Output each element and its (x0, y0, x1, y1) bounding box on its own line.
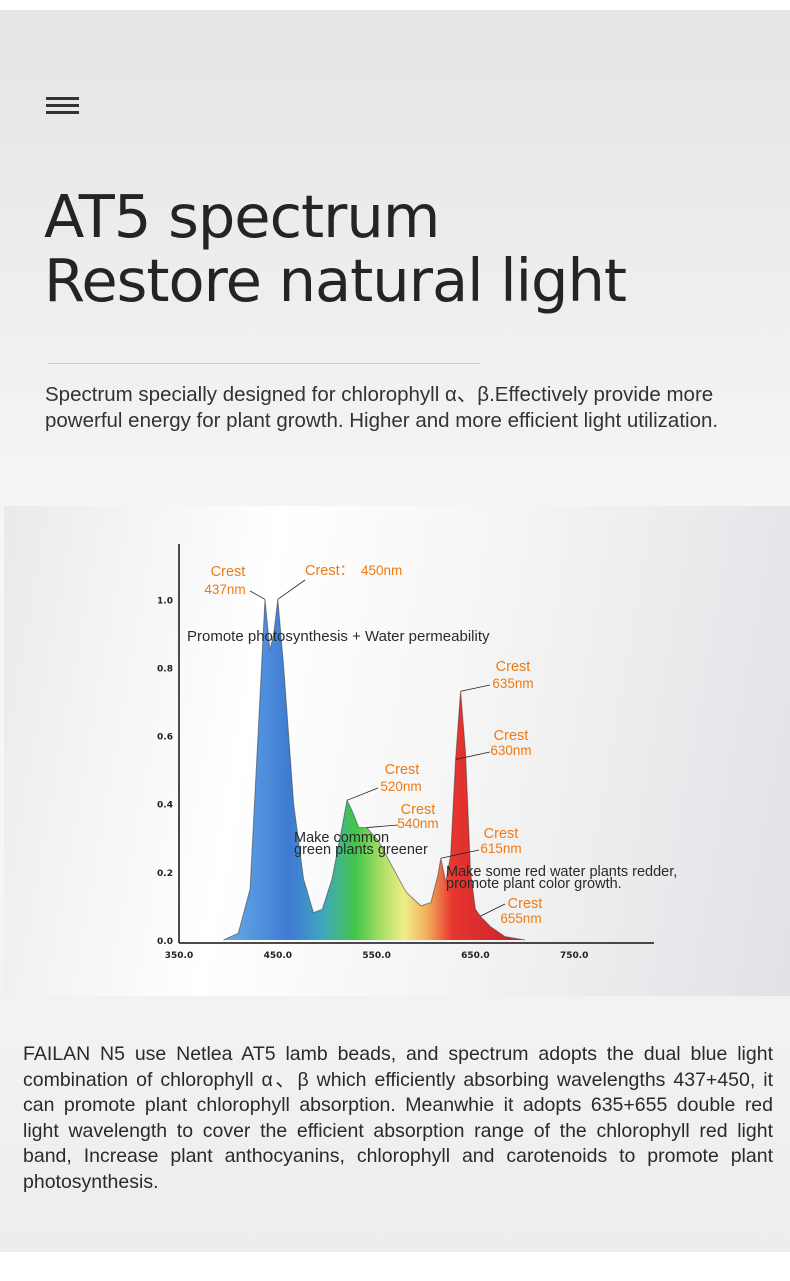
crest-value: 520nm (380, 779, 421, 794)
crest-label: Crest (385, 762, 420, 778)
spectrum-chart-panel: 0.0 0.2 0.4 0.6 0.8 1.0 350.0 450.0 550.0 650.0 75… (4, 506, 790, 996)
chart-note: Make common (294, 830, 389, 846)
chart-note: Make some red water plants redder, (446, 864, 677, 880)
crest-leader-line (346, 787, 379, 801)
spectrum-area-layer (223, 599, 525, 941)
crest-leader-line (460, 684, 491, 692)
chart-note: Promote photosynthesis + Water permeabil… (187, 628, 490, 645)
title-line-1: AT5 spectrum (44, 182, 440, 251)
chart-note: green plants greener (294, 842, 428, 858)
crest-leader-line (440, 849, 480, 859)
crest-leader-line (480, 903, 506, 917)
intro-text: Spectrum specially designed for chloroph… (45, 383, 719, 432)
crest-label: Crest (401, 802, 436, 818)
crest-label: Crest： (305, 563, 354, 579)
title-divider (48, 363, 480, 364)
crest-label: Crest (508, 896, 543, 912)
crest-value: 655nm (500, 911, 541, 926)
spectrum-chart: 0.0 0.2 0.4 0.6 0.8 1.0 350.0 450.0 550.0 650.0 75… (157, 544, 677, 961)
crest-leader-line (249, 590, 266, 600)
hamburger-menu-icon[interactable] (46, 97, 80, 117)
x-tick-label: 750.0 (560, 951, 588, 961)
crest-value: 635nm (492, 676, 533, 691)
x-tick-label: 450.0 (264, 951, 292, 961)
title-line-2: Restore natural light (44, 246, 627, 315)
crest-label: Crest (484, 826, 519, 842)
crest-leader-line (455, 751, 491, 760)
crest-label: Crest (211, 564, 246, 580)
chart-notes: Promote photosynthesis + Water permeabil… (187, 628, 677, 892)
crest-value: 450nm (361, 563, 402, 578)
y-tick-label: 1.0 (157, 596, 173, 606)
crest-value: 615nm (480, 841, 521, 856)
axes: 0.0 0.2 0.4 0.6 0.8 1.0 350.0 450.0 550.0 650.0 75… (157, 544, 654, 961)
spectrum-line (223, 599, 525, 941)
crest-value: 630nm (490, 743, 531, 758)
chart-note: promote plant color growth. (446, 876, 622, 892)
y-tick-label: 0.0 (157, 937, 173, 947)
page-title: AT5 spectrum Restore natural light (44, 182, 627, 315)
x-tick-label: 650.0 (461, 951, 489, 961)
y-tick-label: 0.8 (157, 664, 173, 674)
crest-leader-line (366, 824, 399, 828)
y-tick-label: 0.2 (157, 869, 173, 879)
y-tick-label: 0.4 (157, 801, 173, 811)
spectrum-area (223, 599, 525, 940)
crest-label: Crest (494, 728, 529, 744)
y-tick-label: 0.6 (157, 733, 173, 743)
x-tick-label: 350.0 (165, 951, 193, 961)
x-tick-label: 550.0 (362, 951, 390, 961)
description-text: FAILAN N5 use Netlea AT5 lamb beads, and… (23, 1043, 773, 1193)
crest-value: 540nm (397, 816, 438, 831)
crest-label: Crest (496, 659, 531, 675)
crest-leader-line (277, 579, 306, 600)
crest-value: 437nm (204, 582, 245, 597)
